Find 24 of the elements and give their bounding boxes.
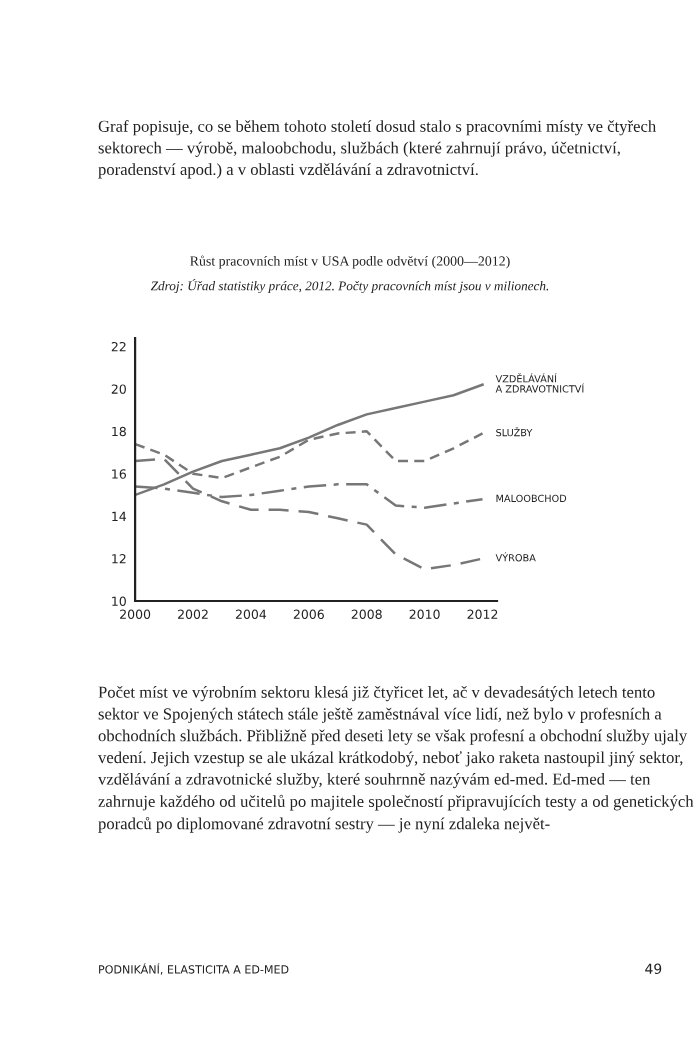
series-label: MALOOBCHOD xyxy=(496,494,567,503)
y-tick-label: 10 xyxy=(112,596,126,606)
series-label: VZDĚLÁVÁNÍ A ZDRAVOTNICTVÍ xyxy=(495,373,584,393)
y-tick-label: 14 xyxy=(112,511,127,521)
y-tick-label: 12 xyxy=(112,554,126,564)
x-tick-label: 2010 xyxy=(409,609,440,620)
x-tick-label: 2002 xyxy=(178,609,208,620)
y-tick-label: 16 xyxy=(112,469,126,479)
y-tick-label: 18 xyxy=(112,426,126,437)
x-tick-label: 2012 xyxy=(467,609,498,620)
x-tick-label: 2004 xyxy=(235,609,267,620)
chart-subtitle: Zdroj: Úřad statistiky práce, 2012. Počty pracovních míst jsou v milionech. xyxy=(150,278,549,294)
x-tick-label: 2000 xyxy=(120,609,151,620)
y-tick-label: 22 xyxy=(111,341,126,352)
x-tick-label: 2006 xyxy=(293,609,324,620)
y-tick-label: 20 xyxy=(111,384,126,394)
chart-title: Růst pracovních míst v USA podle odvětví (2000—2012) xyxy=(190,255,510,269)
text: Počet míst ve výrobním sektoru klesá již čtyřicet let, ač v devadesátých letech tento sektor ve Spojených státech stále ještě zaměstnával více lidí, než bylo v profesních a obchodních službách. Přibližně před deseti lety se však profesní a obchodní služby ujaly vedení. Jejich vzestup se ale ukázal krátkodobý, neboť jako raketa nastoupil jiný sektor, vzdělávání a zdravotnické služby, které souhrnně nazývám ed-med. Ed-med — ten zahrnuje každého od učitelů po majitele společností připravujících testy a od genetických poradců po diplomované zdravotní sestry — je nyní zdaleka největ- xyxy=(98,686,694,833)
text: PODNIKÁNÍ, ELASTICITA A ED-MED xyxy=(99,963,289,975)
x-tick-label: 2008 xyxy=(351,609,382,620)
series-label: SLUŽBY xyxy=(496,427,533,437)
text: Graf popisuje, co se během tohoto století dosud stalo s pracovními místy ve čtyřech sektorech — výrobě, maloobchodu, službách (které zahrnují právo, účetnictví, poradenství apod.) a v oblasti vzdělávání a zdravotnictví. xyxy=(98,120,656,179)
series-label: VÝROBA xyxy=(495,552,536,562)
text: 49 xyxy=(645,963,662,975)
